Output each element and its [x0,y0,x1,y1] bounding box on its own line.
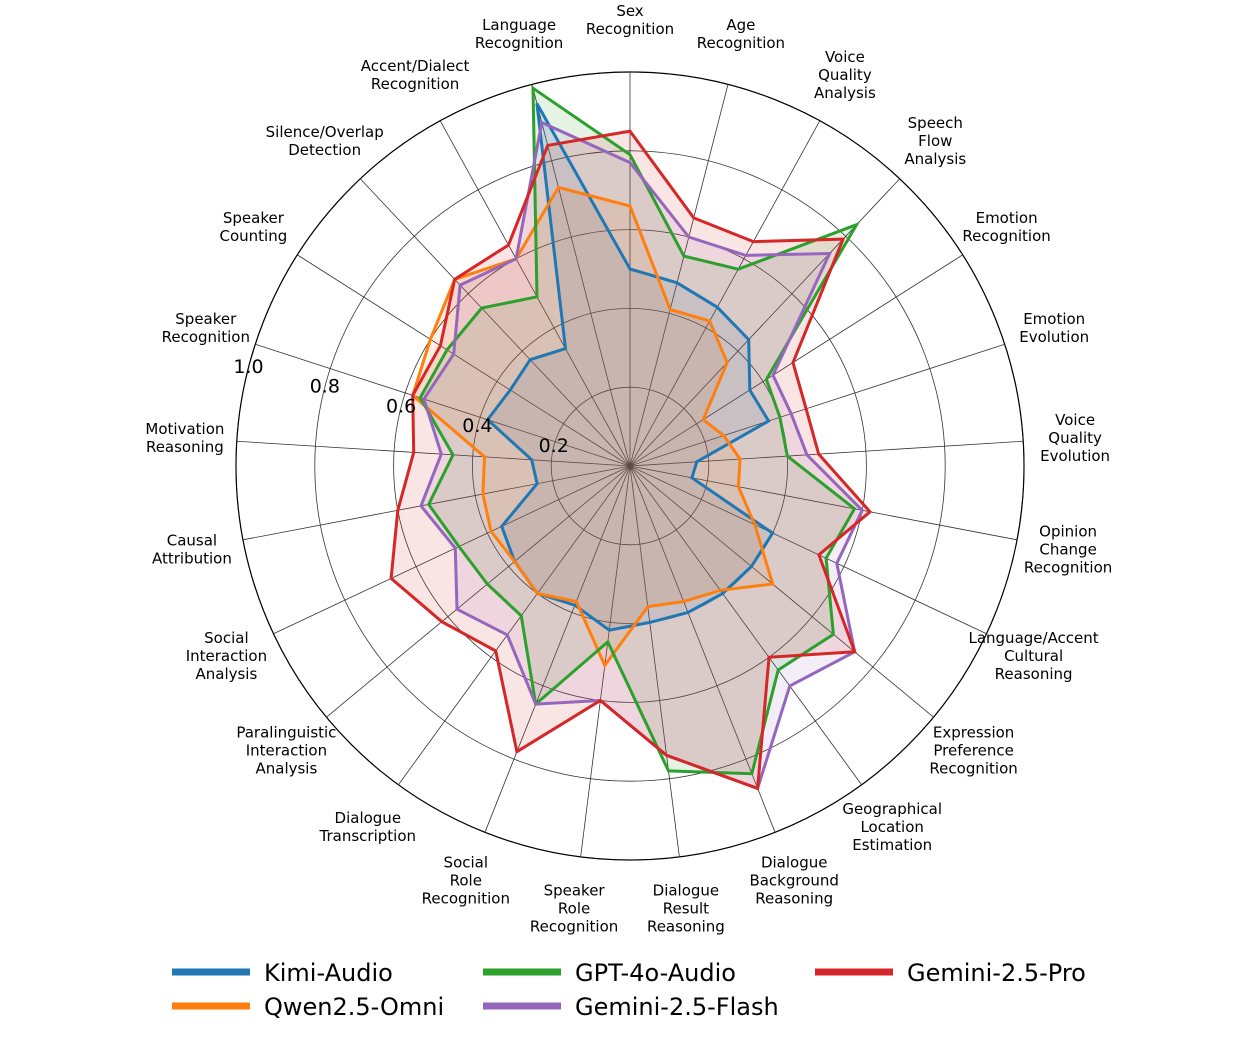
radar-grid [235,71,1025,861]
radial-tick-label: 0.8 [310,376,340,398]
category-label: Speaker Counting [220,209,288,245]
category-label: Expression Preference Recognition [929,723,1017,777]
category-label: Age Recognition [697,16,785,52]
grid-spoke [236,440,631,467]
grid-spoke [255,343,631,467]
series-fill-gemini-2-5-pro [391,131,870,789]
radial-tick-label: 0.2 [539,435,569,457]
grid-spoke [629,465,934,718]
grid-spoke [531,84,631,467]
category-label: Sex Recognition [586,2,674,38]
legend-label: Gemini-2.5-Pro [907,959,1086,987]
series-line-gpt-4o-audio [418,85,861,776]
series-line-qwen2-5-omni [410,185,775,669]
grid-spoke [273,465,631,635]
grid-spoke [629,465,776,833]
grid-spoke [580,465,631,857]
legend: Kimi-Audio Qwen2.5-Omni GPT-4o-Audio Gemini… [172,959,1086,1021]
category-label: Emotion Evolution [1019,310,1089,346]
series-fill-kimi-audio [487,103,773,631]
grid-spoke [297,254,631,467]
category-label: Language/Accent Cultural Reasoning [968,629,1098,683]
category-label: Dialogue Transcription [319,809,416,845]
grid-spoke [629,84,729,467]
grid-spoke [629,465,862,785]
category-label: Accent/Dialect Recognition [361,57,470,93]
grid-spoke [359,178,631,467]
grid-spoke [242,465,631,541]
legend-label: Kimi-Audio [264,959,393,987]
series-fill-gpt-4o-audio [420,88,857,774]
category-label: Silence/Overlap Detection [266,123,384,159]
grid-spoke [326,465,631,718]
grid-spoke [398,465,631,785]
grid-spoke [439,120,631,467]
category-label: Speech Flow Analysis [904,114,966,168]
series-fill-gemini-2-5-flash [421,122,863,789]
category-label: Voice Quality Evolution [1040,411,1110,465]
radar-series-layer [389,85,873,791]
series-line-gemini-2-5-pro [389,129,873,791]
category-label: Speaker Role Recognition [530,882,618,936]
category-label: Dialogue Result Reasoning [647,882,725,936]
category-label: Opinion Change Recognition [1024,523,1112,577]
category-label: Social Role Recognition [422,854,510,908]
grid-spoke [629,343,1005,467]
legend-label: Gemini-2.5-Flash [575,993,779,1021]
category-label: Social Interaction Analysis [186,629,267,683]
grid-spoke [629,120,821,467]
grid-spoke [629,254,963,467]
radial-tick-label: 0.6 [386,395,416,417]
radial-tick-label: 1.0 [233,356,263,378]
series-line-kimi-audio [485,102,775,632]
category-label: Paralinguistic Interaction Analysis [236,723,336,777]
category-label: Geographical Location Estimation [842,800,942,854]
legend-label: GPT-4o-Audio [575,959,736,987]
category-label: Dialogue Background Reasoning [749,854,839,908]
category-label: Language Recognition [475,16,563,52]
category-label: Speaker Recognition [162,310,250,346]
radial-tick-labels: 0.2 0.4 0.6 0.8 1.0 [233,356,568,457]
category-label: Causal Attribution [152,532,232,568]
grid-spoke [629,465,680,857]
grid-spoke [629,465,987,635]
legend-label: Qwen2.5-Omni [264,993,444,1021]
category-labels: Sex Recognition Age Recognition Voice Quality… [145,2,1112,936]
category-label: Motivation Reasoning [145,420,224,456]
radial-tick-label: 0.4 [462,415,492,437]
grid-spoke [484,465,631,833]
category-label: Voice Quality Analysis [814,48,876,102]
category-label: Emotion Recognition [962,209,1050,245]
